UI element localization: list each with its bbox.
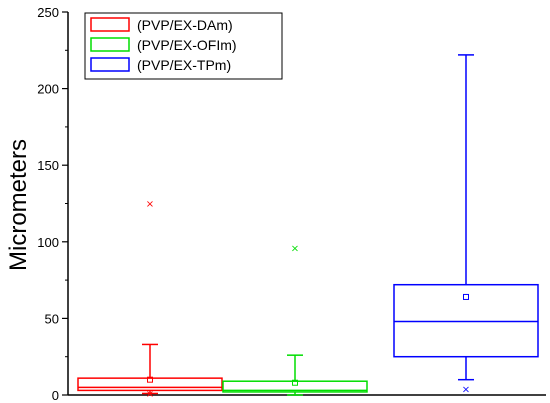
mean-marker (463, 293, 469, 300)
legend-swatch (90, 37, 130, 52)
legend-swatch (90, 17, 130, 32)
legend: (PVP/EX-DAm) (PVP/EX-OFIm) (PVP/EX-TPm) (84, 12, 283, 80)
iqr-box (222, 380, 368, 393)
y-tick-label: 200 (37, 82, 59, 97)
legend-label: (PVP/EX-OFIm) (137, 37, 237, 53)
y-tick-label: 50 (45, 311, 59, 326)
outlier-marker: × (146, 199, 154, 210)
outlier-marker: × (291, 243, 299, 254)
box-series: × (222, 243, 368, 396)
axes: 0 50 100 150 200 250 (37, 5, 546, 403)
iqr-box (393, 283, 539, 358)
outlier-marker: × (146, 389, 154, 400)
mean-marker (292, 379, 298, 386)
legend-label: (PVP/EX-TPm) (137, 57, 231, 73)
y-tick-label: 150 (37, 158, 59, 173)
mean-marker (147, 376, 153, 383)
y-tick-label: 100 (37, 235, 59, 250)
outlier-marker: × (462, 384, 470, 395)
legend-label: (PVP/EX-DAm) (137, 17, 233, 33)
y-tick-label: 250 (37, 5, 59, 20)
box-series: ×× (77, 199, 223, 400)
y-axis-title: Micrometers (5, 139, 32, 271)
legend-swatch (90, 57, 130, 72)
y-tick-label: 0 (52, 388, 59, 403)
boxes: ×××× (77, 54, 539, 400)
box-series: × (393, 54, 539, 395)
